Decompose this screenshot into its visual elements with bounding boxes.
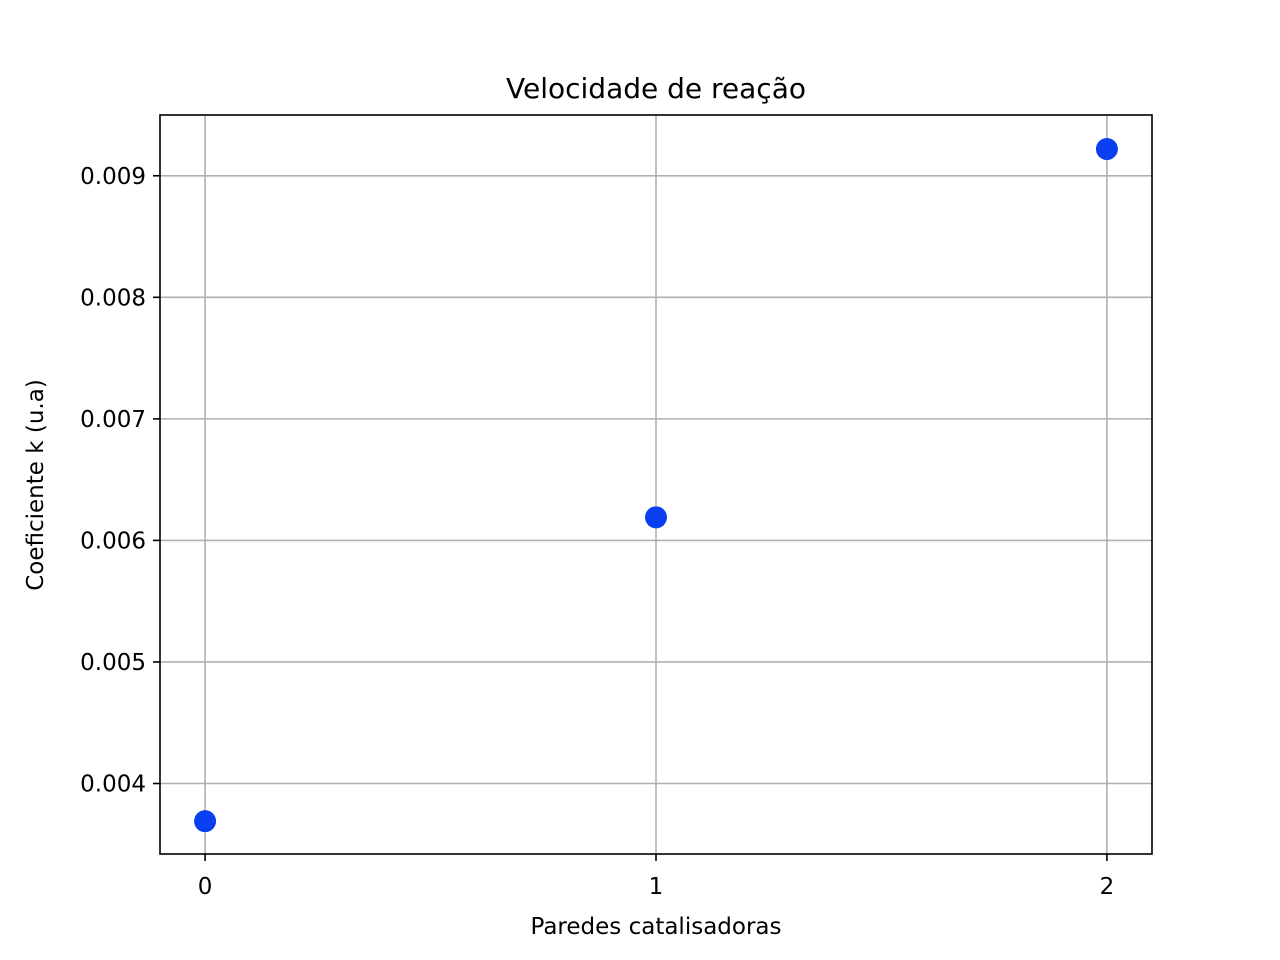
y-tick-label: 0.007 (80, 407, 146, 433)
x-axis-label: Paredes catalisadoras (531, 914, 782, 940)
x-tick-label: 2 (1100, 874, 1115, 900)
y-tick-label: 0.009 (80, 164, 146, 190)
x-tick-label: 0 (198, 874, 213, 900)
y-tick-label: 0.006 (80, 528, 146, 554)
y-axis-label: Coeficiente k (u.a) (23, 379, 49, 591)
x-tick-label: 1 (649, 874, 664, 900)
grid (160, 115, 1152, 854)
data-point (1095, 138, 1118, 161)
data-points (194, 138, 1118, 833)
chart-title: Velocidade de reação (506, 72, 806, 105)
y-tick-label: 0.008 (80, 285, 146, 311)
y-tick-label: 0.004 (80, 772, 146, 798)
y-tick-label: 0.005 (80, 650, 146, 676)
data-point (194, 810, 217, 833)
data-point (645, 506, 667, 529)
ticks: 0 1 2 0.004 0.005 0.006 0.007 0.008 0.009 (80, 164, 1114, 900)
